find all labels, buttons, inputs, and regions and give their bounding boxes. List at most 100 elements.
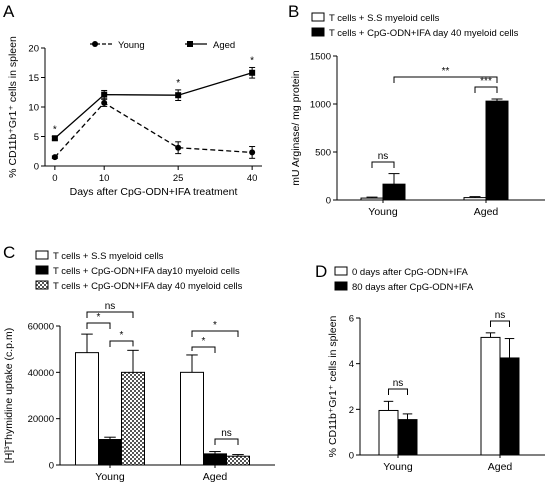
d-significance-bracket-0	[388, 388, 408, 395]
panel-d-letter: D	[315, 262, 327, 281]
a-legend-label-1: Aged	[213, 40, 235, 51]
a-annotation-0: *	[53, 125, 57, 136]
b-legend-label-1: T cells + CpG-ODN+IFA day 40 myeloid cel…	[329, 28, 519, 39]
d-significance-label-1: ns	[495, 310, 506, 321]
c-bar-1-0	[98, 439, 122, 466]
c-legend-label-2: T cells + CpG-ODN+IFA day 40 myeloid cel…	[53, 281, 243, 292]
b-significance-bracket-2	[393, 76, 498, 83]
c-bar-0-0	[75, 352, 99, 466]
a-point-0-1	[101, 99, 108, 106]
panel-c-letter: C	[3, 243, 15, 262]
a-series-line-young	[54, 102, 253, 158]
c-significance-bracket-1	[109, 340, 134, 347]
c-significance-label-3: *	[202, 336, 206, 347]
d-y-tick-label-3: 6	[349, 314, 354, 325]
a-point-0-0	[51, 154, 58, 161]
c-x-tick-label-0: Young	[95, 471, 125, 483]
a-x-tick-label-3: 40	[247, 173, 258, 184]
d-y-tick-label-1: 2	[349, 405, 354, 416]
d-bar-0-1	[480, 336, 501, 456]
panel-a-line-chart: 0 5 10 15 20 0 10 25 40 Days after CpG-ODN+IFA tr…	[7, 36, 262, 198]
c-y-tick-label-0: 0	[49, 461, 54, 472]
b-significance-label-1: ***	[480, 76, 492, 87]
c-significance-bracket-2	[86, 311, 134, 318]
a-x-tick-label-1: 10	[99, 173, 110, 184]
a-point-1-1	[101, 91, 108, 98]
c-y-tick-label-3: 60000	[28, 322, 54, 333]
b-x-tick-label-0: Young	[368, 206, 398, 218]
b-y-tick-label-2: 1000	[310, 100, 331, 111]
c-y-axis-label: [H]³Thymidine uptake (c.p.m)	[3, 328, 15, 463]
a-y-tick-label-2: 10	[28, 103, 39, 114]
d-x-tick-label-0: Young	[383, 461, 413, 473]
c-y-tick-label-1: 20000	[28, 414, 54, 425]
c-significance-bracket-0	[86, 322, 111, 329]
a-y-tick-label-1: 5	[34, 132, 39, 143]
a-y-tick-label-0: 0	[34, 162, 39, 173]
c-bar-2-0	[121, 371, 145, 466]
panel-d-bar-chart: 0 2 4 6 % CD11b⁺Gr1⁺ cells in spleen Young Age…	[327, 266, 545, 473]
b-legend-swatch-1	[311, 27, 325, 37]
d-bar-0-0	[378, 409, 399, 456]
d-significance-label-0: ns	[393, 378, 404, 389]
b-y-tick-label-1: 500	[315, 148, 331, 159]
a-point-1-2	[175, 92, 182, 99]
b-significance-label-2: **	[442, 66, 450, 77]
a-point-0-2	[175, 144, 182, 151]
c-legend-label-1: T cells + CpG-ODN+IFA day10 myeloid cell…	[53, 266, 240, 277]
a-y-tick-label-4: 20	[28, 44, 39, 55]
c-y-tick-label-2: 40000	[28, 368, 54, 379]
c-significance-label-5: ns	[221, 428, 232, 439]
a-x-tick-label-0: 0	[52, 173, 57, 184]
b-legend-swatch-0	[311, 12, 325, 22]
panel-c-bar-chart: 0 20000 40000 60000 [H]³Thymidine uptake (c.…	[3, 250, 275, 483]
b-legend-label-0: T cells + S.S myeloid cells	[329, 13, 440, 24]
a-point-1-0	[51, 135, 58, 142]
b-bar-1-0	[382, 183, 406, 201]
a-point-0-3	[249, 149, 256, 156]
a-legend-label-0: Young	[118, 40, 145, 51]
c-significance-bracket-5	[214, 438, 239, 445]
c-legend-swatch-2	[35, 280, 49, 290]
c-bar-1-1	[203, 453, 227, 466]
d-legend-swatch-1	[334, 281, 348, 291]
b-significance-bracket-1	[474, 86, 498, 93]
a-legend-marker-0	[92, 41, 98, 47]
panel-b-bar-chart: 0 500 1000 1500 mU Arginase/ mg protein Young…	[290, 12, 545, 218]
c-legend-swatch-1	[35, 265, 49, 275]
c-bar-0-1	[180, 371, 204, 466]
c-significance-label-1: *	[120, 330, 124, 341]
d-legend-swatch-0	[334, 266, 348, 276]
a-x-axis-label: Days after CpG-ODN+IFA treatment	[70, 186, 238, 198]
b-y-tick-label-3: 1500	[310, 52, 331, 63]
panel-b-letter: B	[288, 2, 299, 21]
b-bar-0-1	[463, 197, 487, 201]
b-significance-bracket-0	[371, 161, 395, 168]
a-series-line-aged	[54, 72, 253, 139]
d-legend-label-1: 80 days after CpG-ODN+IFA	[352, 282, 474, 293]
b-significance-label-0: ns	[378, 151, 389, 162]
c-significance-label-0: *	[97, 312, 101, 323]
d-y-axis-label: % CD11b⁺Gr1⁺ cells in spleen	[327, 316, 339, 458]
d-y-tick-label-0: 0	[349, 451, 354, 462]
d-significance-bracket-1	[490, 320, 510, 327]
c-legend-swatch-0	[35, 250, 49, 260]
d-bar-1-0	[397, 419, 418, 456]
c-significance-label-2: ns	[105, 301, 116, 312]
a-y-axis-label: % CD11b⁺Gr1⁺ cells in spleen	[7, 36, 19, 178]
b-bar-0-0	[360, 197, 384, 201]
d-legend-label-0: 0 days after CpG-ODN+IFA	[352, 267, 469, 278]
a-legend-marker-1	[187, 41, 193, 47]
b-x-tick-label-1: Aged	[474, 206, 499, 218]
b-y-tick-label-0: 0	[326, 196, 331, 207]
d-y-tick-label-2: 4	[349, 359, 354, 370]
a-y-tick-label-3: 15	[28, 73, 39, 84]
b-bar-1-1	[485, 100, 509, 201]
a-annotation-2: *	[250, 55, 254, 66]
c-legend-label-0: T cells + S.S myeloid cells	[53, 251, 164, 262]
c-significance-label-4: *	[213, 320, 217, 331]
a-annotation-1: *	[176, 78, 180, 89]
c-x-tick-label-1: Aged	[203, 471, 228, 483]
d-x-tick-label-1: Aged	[488, 461, 513, 473]
